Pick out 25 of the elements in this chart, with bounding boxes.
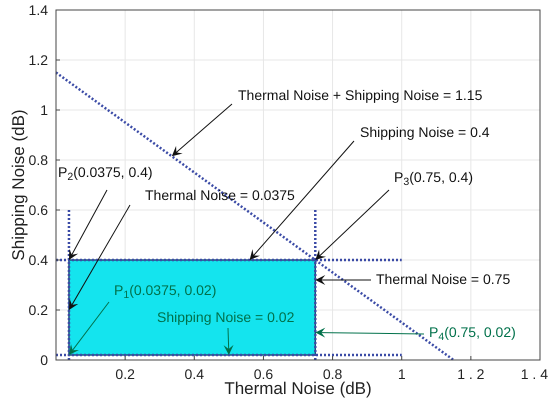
y-tick-label: 0.4 — [28, 252, 48, 268]
x-axis-title: Thermal Noise (dB) — [224, 379, 372, 398]
y-tick-label: 1.2 — [28, 52, 48, 68]
y-tick-label: 1.4 — [28, 2, 48, 18]
x-tick-label: 0.2 — [115, 366, 136, 382]
x-tick-label: 0.4 — [184, 366, 204, 382]
x-tick-label: 1 . 2 — [457, 366, 485, 382]
annotation: Thermal Noise + Shipping Noise = 1.15 — [238, 87, 483, 103]
annotation: Thermal Noise = 0.75 — [376, 271, 510, 287]
annotation: P$_{1}$(0.0375, 0.02) — [114, 282, 216, 302]
y-tick-label: 0.6 — [28, 202, 48, 218]
annotation: Shipping Noise = 0.4 — [360, 124, 490, 140]
y-tick-label: 0 — [40, 352, 48, 368]
x-tick-label: 0.6 — [254, 366, 274, 382]
y-axis-title: Shipping Noise (dB) — [9, 109, 28, 261]
annotation: P$_{2}$(0.0375, 0.4) — [58, 164, 153, 184]
x-tick-label: 1 . 4 — [520, 366, 548, 382]
x-tick-label: 1 — [398, 366, 406, 382]
y-tick-label: 0.8 — [28, 152, 48, 168]
y-tick-label: 1 — [40, 102, 48, 118]
y-tick-label: 0.2 — [28, 302, 48, 318]
x-tick-label: 0.8 — [322, 366, 343, 382]
annotation: P$_{3}$(0.75, 0.4) — [394, 169, 474, 188]
annotation: P$_{4}$(0.75, 0.02) — [429, 324, 516, 344]
annotation: Shipping Noise = 0.02 — [157, 309, 295, 325]
